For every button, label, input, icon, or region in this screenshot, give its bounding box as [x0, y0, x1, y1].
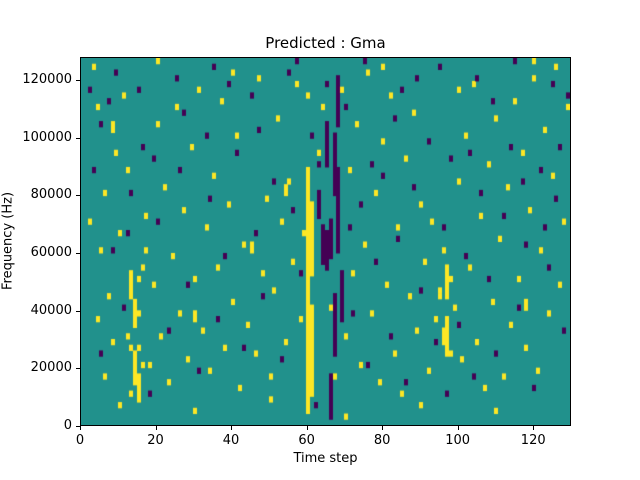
x-tick-mark — [80, 426, 81, 430]
y-tick-mark — [76, 195, 80, 197]
x-tick-label: 80 — [373, 433, 391, 448]
x-tick-label: 40 — [222, 433, 240, 448]
y-tick-label: 0 — [63, 418, 72, 433]
x-tick-mark — [382, 426, 384, 430]
x-tick-label: 60 — [298, 433, 315, 448]
y-tick-label: 40000 — [30, 302, 72, 318]
y-tick-mark — [76, 253, 80, 255]
y-tick-label: 80000 — [30, 187, 72, 203]
y-tick-label: 120000 — [22, 72, 72, 88]
x-tick-label: 20 — [147, 433, 164, 448]
x-tick-label: 120 — [520, 433, 546, 448]
x-tick-mark — [155, 426, 157, 430]
y-tick-mark — [76, 368, 80, 370]
plot-area — [80, 57, 571, 426]
x-tick-label: 0 — [75, 433, 85, 448]
chart-title: Predicted : Gma — [265, 34, 386, 52]
y-axis-label: Frequency (Hz) — [0, 191, 16, 291]
x-tick-mark — [533, 426, 535, 430]
y-tick-mark — [76, 426, 80, 427]
y-tick-label: 100000 — [22, 129, 72, 145]
x-tick-mark — [306, 426, 308, 430]
y-tick-mark — [76, 80, 80, 82]
y-tick-label: 20000 — [30, 360, 72, 376]
x-tick-mark — [457, 426, 459, 430]
heatmap-canvas — [81, 58, 570, 425]
y-tick-mark — [76, 310, 80, 312]
x-tick-mark — [231, 426, 233, 430]
y-tick-mark — [76, 137, 80, 139]
y-tick-label: 60000 — [30, 245, 72, 261]
x-axis-label: Time step — [293, 451, 358, 466]
x-tick-label: 100 — [445, 433, 471, 448]
